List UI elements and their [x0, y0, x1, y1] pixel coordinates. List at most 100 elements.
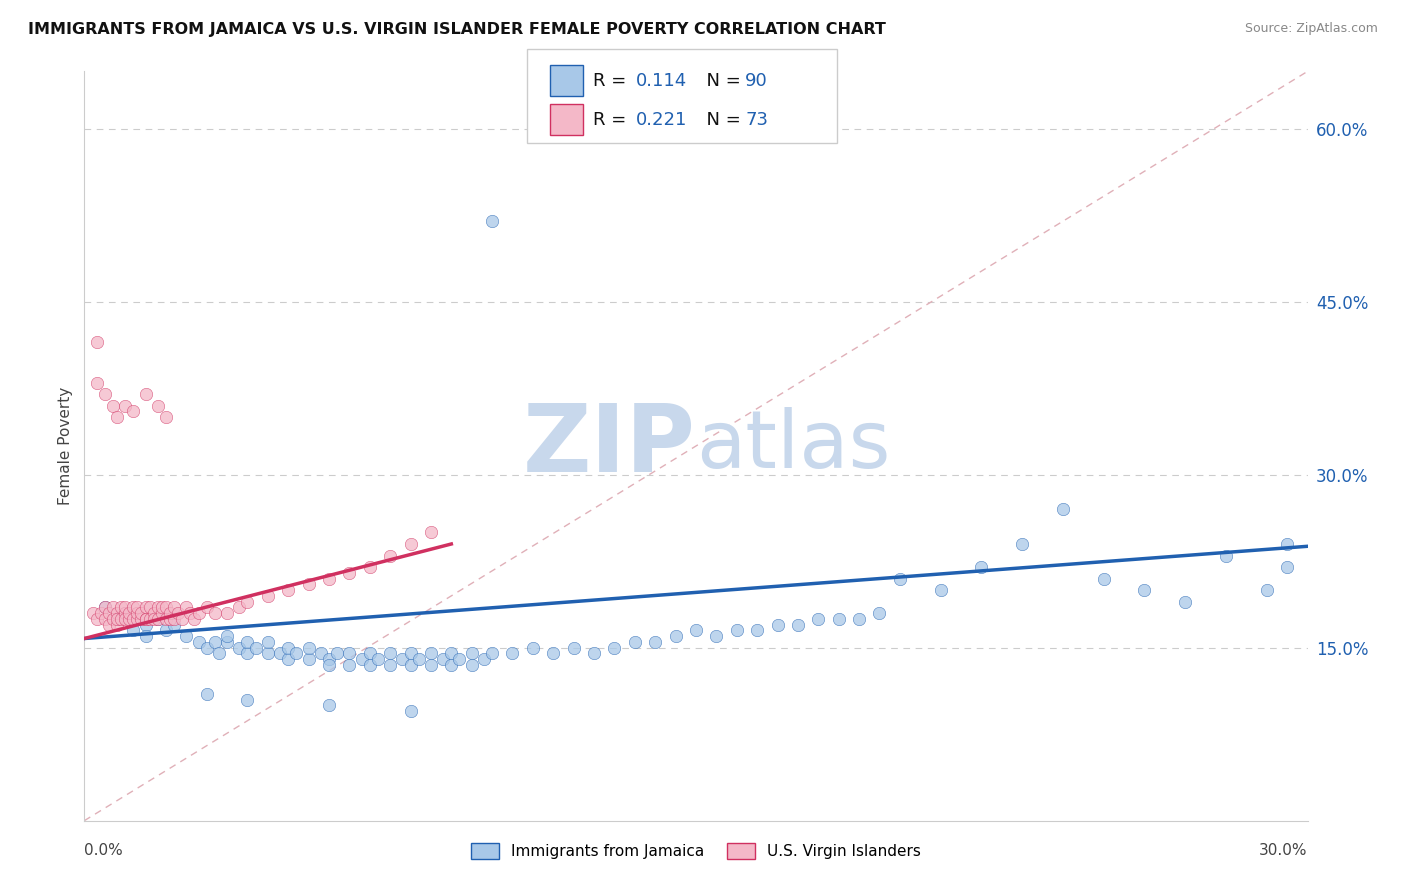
Point [146, 600, 169, 615]
Text: 0.0%: 0.0% [84, 843, 124, 858]
Point [118, 606, 141, 620]
Point [150, 606, 173, 620]
Point [155, 612, 177, 626]
Point [138, 612, 160, 626]
Point [380, 658, 402, 673]
Point [135, 617, 157, 632]
Legend: Immigrants from Jamaica, U.S. Virgin Islanders: Immigrants from Jamaica, U.S. Virgin Isl… [465, 838, 927, 865]
Point [685, 624, 707, 638]
Point [236, 594, 259, 608]
Point [204, 635, 226, 649]
Point [1215, 549, 1237, 563]
Point [350, 652, 373, 666]
Point [848, 612, 870, 626]
Point [889, 572, 911, 586]
Point [110, 612, 132, 626]
Point [93, 600, 115, 615]
Point [105, 606, 128, 620]
Point [127, 600, 149, 615]
Point [309, 647, 332, 661]
Point [277, 640, 299, 655]
Point [195, 640, 218, 655]
Point [163, 617, 186, 632]
Point [135, 629, 157, 643]
Point [159, 606, 181, 620]
Point [105, 617, 128, 632]
Point [183, 612, 205, 626]
Point [624, 635, 647, 649]
Point [163, 612, 186, 626]
Text: N =: N = [695, 71, 747, 89]
Point [86, 612, 108, 626]
Point [228, 640, 250, 655]
Point [110, 600, 132, 615]
Point [420, 525, 443, 540]
Text: N =: N = [695, 111, 747, 128]
Point [236, 635, 259, 649]
Point [155, 600, 177, 615]
Point [1174, 594, 1197, 608]
Point [179, 606, 201, 620]
Point [174, 629, 197, 643]
Text: 73: 73 [745, 111, 768, 128]
Point [122, 600, 145, 615]
Point [101, 399, 124, 413]
Point [146, 399, 169, 413]
Point [127, 606, 149, 620]
Point [114, 600, 136, 615]
Point [461, 647, 484, 661]
Point [929, 583, 952, 598]
Point [114, 606, 136, 620]
Point [391, 652, 413, 666]
Point [543, 647, 565, 661]
Point [1052, 502, 1074, 516]
Point [146, 612, 169, 626]
Point [142, 612, 165, 626]
Point [93, 612, 115, 626]
Point [159, 612, 181, 626]
Point [217, 606, 239, 620]
Y-axis label: Female Poverty: Female Poverty [58, 387, 73, 505]
Point [105, 612, 128, 626]
Point [122, 612, 145, 626]
Point [449, 652, 471, 666]
Point [163, 600, 186, 615]
Point [155, 410, 177, 425]
Point [236, 692, 259, 706]
Point [359, 647, 381, 661]
Point [105, 410, 128, 425]
Point [93, 387, 115, 401]
Point [461, 658, 484, 673]
Point [114, 612, 136, 626]
Point [1133, 583, 1156, 598]
Point [142, 606, 165, 620]
Point [257, 647, 280, 661]
Point [787, 617, 810, 632]
Point [420, 647, 443, 661]
Point [217, 629, 239, 643]
Text: 90: 90 [745, 71, 768, 89]
Point [118, 612, 141, 626]
Point [135, 612, 157, 626]
Text: 0.114: 0.114 [636, 71, 686, 89]
Point [122, 404, 145, 418]
Text: R =: R = [593, 111, 633, 128]
Point [257, 589, 280, 603]
Point [481, 647, 503, 661]
Point [399, 647, 422, 661]
Point [603, 640, 626, 655]
Text: ZIP: ZIP [523, 400, 696, 492]
Point [135, 387, 157, 401]
Point [1092, 572, 1115, 586]
Point [217, 635, 239, 649]
Point [359, 560, 381, 574]
Point [285, 647, 308, 661]
Text: 30.0%: 30.0% [1260, 843, 1308, 858]
Point [257, 635, 280, 649]
Point [146, 612, 169, 626]
Point [228, 600, 250, 615]
Text: R =: R = [593, 71, 633, 89]
Point [1011, 537, 1033, 551]
Point [82, 606, 104, 620]
Text: 0.221: 0.221 [636, 111, 688, 128]
